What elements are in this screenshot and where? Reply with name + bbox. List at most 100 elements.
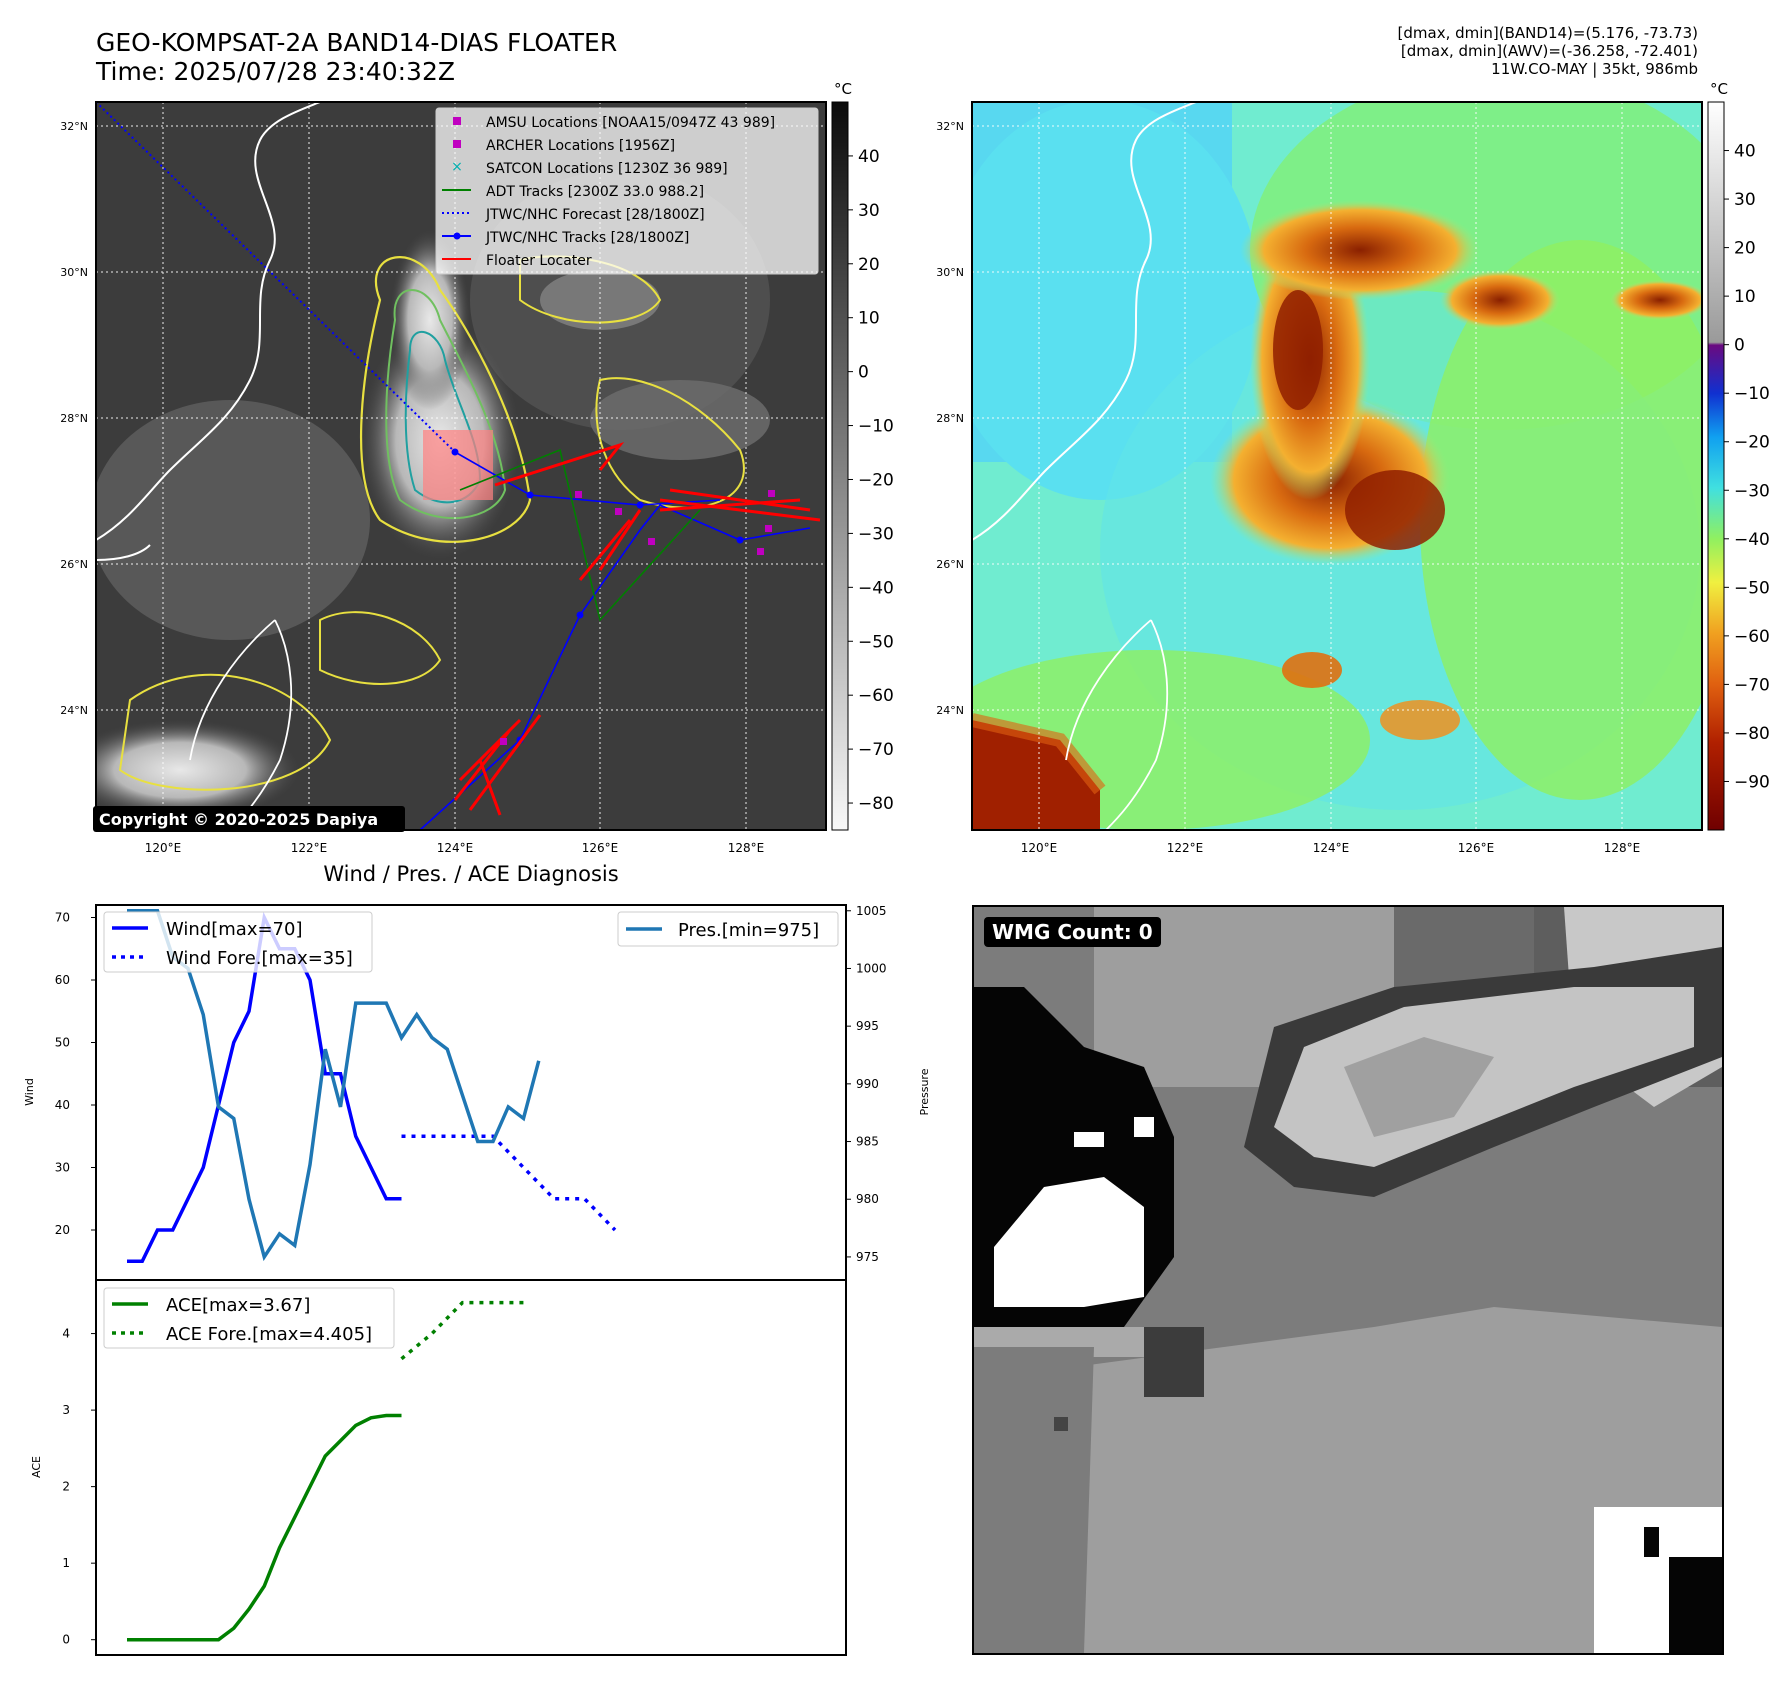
awv-colorbar-ticks: 40 30 20 10 0 −10 −20 −30 −40 −50 −60 −70 −80 −90 (1724, 142, 1770, 792)
lat-label-right: 26°N (936, 558, 964, 571)
band14-colorbar-unit: °C (834, 80, 852, 98)
pressure-tick-label: 980 (856, 1192, 879, 1206)
colorbar-tick-label: 10 (858, 309, 880, 329)
colorbar-tick-label: −60 (858, 686, 894, 706)
pressure-series-group (127, 909, 541, 1262)
wmg-count-badge: WMG Count: 0 (984, 917, 1161, 947)
colorbar-tick-label: −80 (1734, 724, 1770, 744)
awv-map-frame (971, 101, 1703, 831)
band14-colorbar (831, 101, 849, 831)
colorbar-tick-label: 40 (1734, 142, 1756, 162)
colorbar-tick-label: 40 (858, 147, 880, 167)
ace-line (127, 1413, 402, 1642)
lon-label-left: 126°E (582, 841, 619, 855)
pressure-line (127, 909, 541, 1262)
map-legend: × AMSU Locations [NOAA15/0947Z 43 989] A… (435, 107, 819, 275)
wind-legend-label: Wind[max=70] (166, 919, 303, 940)
band14-colorbar-ticks: 40 30 20 10 0 −10 −20 −30 −40 −50 −60 −70 −80 (848, 147, 894, 814)
lon-label-right: 124°E (1313, 841, 1350, 855)
info-line-3: 11W.CO-MAY | 35kt, 986mb (1491, 60, 1698, 78)
ace-legend-label: ACE[max=3.67] (166, 1295, 310, 1316)
pressure-tick-label: 990 (856, 1077, 879, 1091)
colorbar-tick-label: −80 (858, 794, 894, 814)
legend-label-adt: ADT Tracks [2300Z 33.0 988.2] (486, 184, 704, 200)
ace-tick-label: 1 (62, 1556, 70, 1570)
wind-tick-label: 60 (55, 973, 70, 987)
band14-map-figure: × AMSU Locations [NOAA15/0947Z 43 989] A… (60, 80, 1770, 855)
map-axis-labels: 120°E 120°E 122°E 122°E 124°E 124°E 126°E 126°E… (60, 120, 1640, 855)
wind-tick-label: 20 (55, 1223, 70, 1237)
info-line-2: [dmax, dmin](AWV)=(-36.258, -72.401) (1400, 42, 1698, 60)
wind-tick-label: 40 (55, 1098, 70, 1112)
lat-label-right: 30°N (936, 266, 964, 279)
legend-marker-satcon: × (451, 159, 463, 175)
wind-forecast-legend-label: Wind Fore.[max=35] (166, 948, 353, 969)
pressure-tick-label: 995 (856, 1019, 879, 1033)
colorbar-tick-label: 0 (858, 363, 869, 383)
wind-legend: Wind[max=70] Wind Fore.[max=35] (103, 911, 373, 973)
colorbar-tick-label: 10 (1734, 287, 1756, 307)
lat-label-left: 30°N (60, 266, 88, 279)
colorbar-tick-label: −10 (1734, 384, 1770, 404)
colorbar-tick-label: 20 (1734, 239, 1756, 259)
ace-tick-label: 2 (62, 1480, 70, 1494)
lon-label-left: 128°E (728, 841, 765, 855)
ace-series-group (127, 1300, 524, 1642)
colorbar-tick-label: −70 (858, 740, 894, 760)
lat-label-right: 24°N (936, 704, 964, 717)
colorbar-tick-label: −40 (858, 578, 894, 598)
legend-label-archer: ARCHER Locations [1956Z] (486, 138, 675, 154)
pressure-legend-label: Pres.[min=975] (678, 920, 819, 941)
ace-tick-label: 3 (62, 1403, 70, 1417)
pressure-tick-label: 1000 (856, 961, 887, 975)
colorbar-tick-label: −10 (858, 417, 894, 437)
diagnosis-axis-ticks: 20 30 40 50 60 70 975 980 985 990 995 1000 1005 0 1 2 3 4 (55, 904, 887, 1647)
wind-forecast-line (401, 1134, 617, 1232)
colorbar-tick-label: −40 (1734, 530, 1770, 550)
pressure-tick-label: 985 (856, 1135, 879, 1149)
ace-tick-label: 0 (62, 1633, 70, 1647)
ace-forecast-line (400, 1300, 524, 1361)
lon-label-left: 122°E (291, 841, 328, 855)
colorbar-tick-label: 20 (858, 255, 880, 275)
copyright-text: Copyright © 2020-2025 Dapiya (99, 810, 378, 829)
legend-label-floater: Floater Locater (486, 253, 592, 269)
diagnosis-chart: 20 30 40 50 60 70 975 980 985 990 995 1000 1005 0 1 2 3 4… (23, 904, 931, 1656)
colorbar-tick-label: −20 (858, 470, 894, 490)
colorbar-tick-label: 30 (858, 201, 880, 221)
colorbar-tick-label: 0 (1734, 336, 1745, 356)
colorbar-tick-label: −20 (1734, 433, 1770, 453)
legend-marker-archer (453, 140, 461, 148)
lat-label-right: 28°N (936, 412, 964, 425)
info-block: [dmax, dmin](BAND14)=(5.176, -73.73) [dm… (1398, 24, 1698, 78)
colorbar-tick-label: 30 (1734, 190, 1756, 210)
colorbar-tick-label: −60 (1734, 627, 1770, 647)
page-title: GEO-KOMPSAT-2A BAND14-DIAS FLOATER Time:… (96, 28, 617, 86)
lat-label-left: 24°N (60, 704, 88, 717)
lon-label-right: 128°E (1604, 841, 1641, 855)
wind-tick-label: 70 (55, 911, 70, 925)
lon-label-right: 120°E (1021, 841, 1058, 855)
lat-label-left: 28°N (60, 412, 88, 425)
pressure-tick-label: 1005 (856, 904, 887, 918)
legend-label-tracks: JTWC/NHC Tracks [28/1800Z] (485, 230, 689, 246)
ace-tick-label: 4 (62, 1327, 70, 1341)
band14-map-frame (95, 101, 827, 831)
wind-tick-label: 30 (55, 1161, 70, 1175)
svg-text:×: × (451, 159, 463, 175)
colorbar-tick-label: −50 (858, 632, 894, 652)
legend-label-forecast: JTWC/NHC Forecast [28/1800Z] (485, 207, 705, 223)
awv-color-imagery (972, 102, 1702, 830)
lat-label-right: 32°N (936, 120, 964, 133)
legend-label-amsu: AMSU Locations [NOAA15/0947Z 43 989] (486, 115, 775, 131)
colorbar-tick-label: −90 (1734, 772, 1770, 792)
awv-colorbar-unit: °C (1710, 80, 1728, 98)
wmg-imagery (974, 907, 1722, 1653)
legend-line-tracks (442, 232, 471, 240)
awv-colorbar (1707, 101, 1725, 831)
pressure-tick-label: 975 (856, 1250, 879, 1264)
lon-label-right: 126°E (1458, 841, 1495, 855)
wind-tick-label: 50 (55, 1036, 70, 1050)
legend-label-satcon: SATCON Locations [1230Z 36 989] (486, 161, 728, 177)
ace-legend: ACE[max=3.67] ACE Fore.[max=4.405] (103, 1287, 395, 1349)
